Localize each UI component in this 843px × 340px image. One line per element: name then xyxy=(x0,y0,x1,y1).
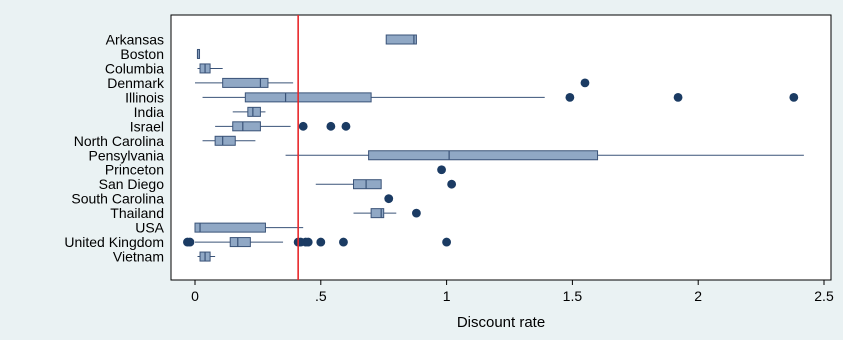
category-label-israel: Israel xyxy=(130,118,164,134)
outlier-point-united-kingdom xyxy=(316,237,326,247)
outlier-point-united-kingdom xyxy=(339,237,348,247)
category-label-thailand: Thailand xyxy=(110,205,164,221)
category-labels: ArkansasBostonColumbiaDenmarkIllinoisInd… xyxy=(64,32,165,265)
outlier-point-united-kingdom xyxy=(442,237,451,247)
category-label-usa: USA xyxy=(135,220,164,236)
category-label-columbia: Columbia xyxy=(105,60,164,76)
outlier-point-illinois xyxy=(565,92,575,102)
x-tick-label: 0 xyxy=(191,288,199,304)
box-usa xyxy=(194,222,266,233)
category-label-arkansas: Arkansas xyxy=(106,32,164,48)
outlier-point-san-diego xyxy=(447,179,457,189)
x-tick-label: 2.5 xyxy=(814,288,834,304)
outlier-point-israel xyxy=(326,121,336,131)
plot-area xyxy=(170,14,832,281)
category-label-denmark: Denmark xyxy=(107,75,165,91)
x-axis: 0 .5 1 1.5 2 2.5 xyxy=(191,280,834,304)
category-label-india: India xyxy=(134,104,165,120)
category-label-south-carolina: South Carolina xyxy=(71,191,164,207)
outlier-point-israel xyxy=(341,121,351,131)
box-north-carolina xyxy=(214,135,236,146)
outlier-point-united-kingdom xyxy=(185,237,195,247)
x-axis-title: Discount rate xyxy=(457,314,545,331)
x-tick-label: 1.5 xyxy=(563,288,583,304)
category-label-princeton: Princeton xyxy=(105,162,164,178)
box-united-kingdom xyxy=(229,237,251,248)
box-pensylvania xyxy=(368,150,599,161)
category-label-pensylvania: Pensylvania xyxy=(89,147,165,163)
box-arkansas xyxy=(385,34,417,45)
box-san-diego xyxy=(353,179,382,190)
category-label-illinois: Illinois xyxy=(125,89,164,105)
outlier-point-israel xyxy=(298,121,308,131)
category-label-united-kingdom: United Kingdom xyxy=(64,234,164,250)
category-label-vietnam: Vietnam xyxy=(113,249,164,265)
boxes xyxy=(194,34,599,262)
outlier-point-south-carolina xyxy=(384,194,394,204)
outlier-point-united-kingdom xyxy=(303,237,313,247)
outlier-point-thailand xyxy=(412,208,421,218)
category-label-north-carolina: North Carolina xyxy=(74,133,164,149)
outlier-point-denmark xyxy=(580,78,590,88)
box-illinois xyxy=(244,92,372,103)
x-tick-label: .5 xyxy=(315,288,327,304)
outlier-point-princeton xyxy=(437,165,446,175)
box-thailand xyxy=(370,208,385,219)
x-tick-label: 1 xyxy=(443,288,451,304)
box-israel xyxy=(232,121,261,132)
category-label-san-diego: San Diego xyxy=(99,176,165,192)
outlier-point-illinois xyxy=(673,92,683,102)
box-denmark xyxy=(222,77,269,88)
category-label-boston: Boston xyxy=(120,46,164,62)
outlier-point-illinois xyxy=(789,92,799,102)
box-india xyxy=(247,106,261,117)
x-tick-label: 2 xyxy=(694,288,702,304)
